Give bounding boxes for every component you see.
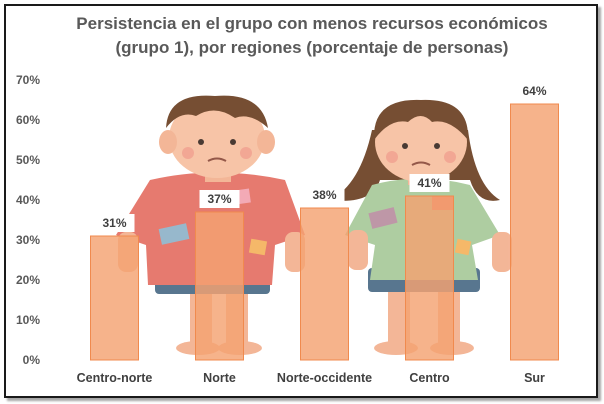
bar <box>90 235 139 361</box>
bar <box>300 207 349 361</box>
x-category-label: Sur <box>524 371 545 385</box>
data-label-bg <box>94 214 135 232</box>
y-tick-label: 0% <box>23 353 41 367</box>
y-tick-label: 70% <box>16 73 40 87</box>
data-label: 64% <box>522 84 546 98</box>
data-label: 38% <box>312 188 336 202</box>
data-label: 41% <box>417 176 441 190</box>
data-label-bg <box>514 82 555 100</box>
bar <box>195 211 244 361</box>
x-axis: Centro-norte Norte Norte-occidente Centro Su… <box>77 371 545 385</box>
child-girl-icon <box>330 99 512 355</box>
data-label-bg <box>409 174 450 192</box>
y-tick-label: 30% <box>16 233 40 247</box>
y-tick-label: 10% <box>16 313 40 327</box>
y-tick-label: 50% <box>16 153 40 167</box>
x-category-label: Centro <box>409 371 450 385</box>
x-category-label: Norte <box>203 371 236 385</box>
y-tick-label: 40% <box>16 193 40 207</box>
y-axis: 0% 10% 20% 30% 40% 50% 60% 70% <box>16 73 40 367</box>
chart-title-line-2: (grupo 1), por regiones (porcentaje de p… <box>115 38 509 57</box>
bars: 31% 37% 38% 41% 64% <box>90 82 559 361</box>
bar <box>405 195 454 361</box>
data-label: 31% <box>102 216 126 230</box>
data-label-bg <box>199 190 240 208</box>
data-label-bg <box>304 186 345 204</box>
bar <box>510 103 559 361</box>
chart-title-line-1: Persistencia en el grupo con menos recur… <box>76 14 548 33</box>
chart-title: Persistencia en el grupo con menos recur… <box>40 12 584 60</box>
x-category-label: Norte-occidente <box>277 371 372 385</box>
y-tick-label: 20% <box>16 273 40 287</box>
y-tick-label: 60% <box>16 113 40 127</box>
x-category-label: Centro-norte <box>77 371 153 385</box>
data-label: 37% <box>207 192 231 206</box>
